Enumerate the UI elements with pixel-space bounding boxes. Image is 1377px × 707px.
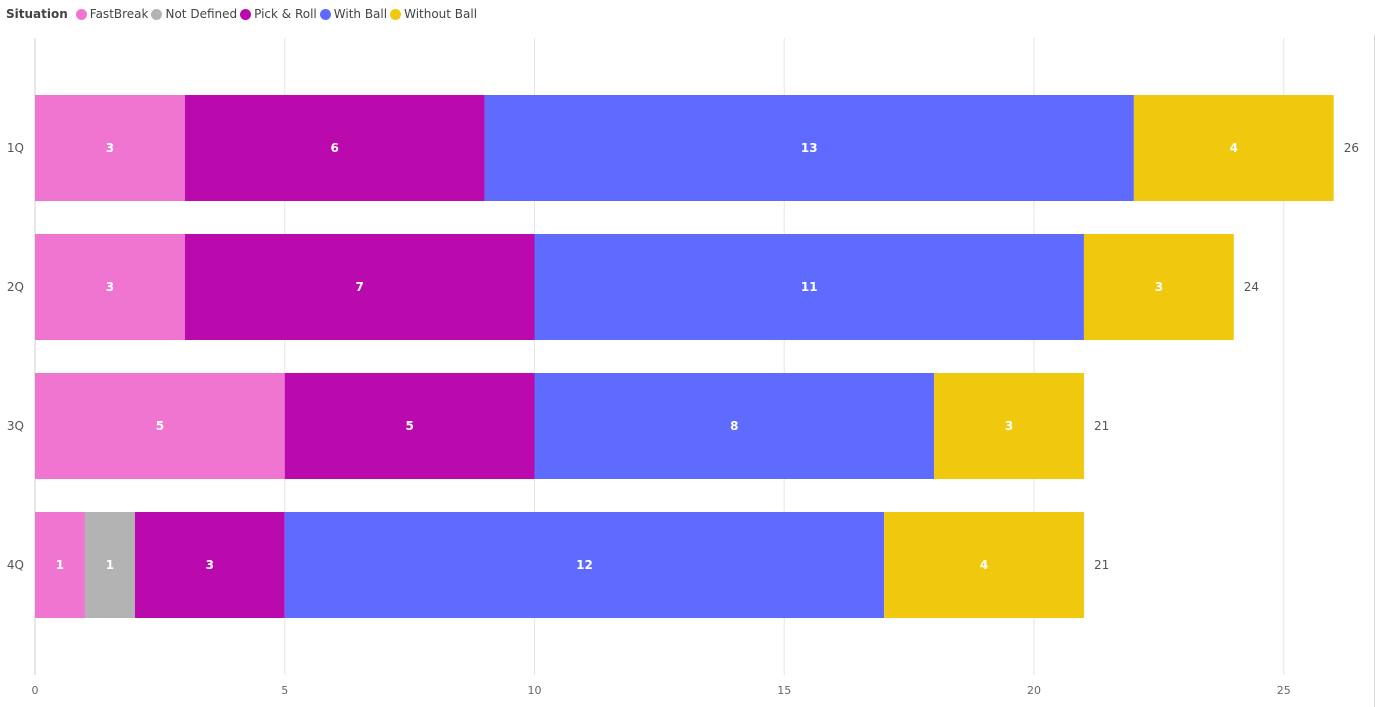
bar-segment bbox=[484, 95, 1134, 201]
legend-dot-pick-and-roll bbox=[240, 8, 252, 20]
legend-dot-not-defined bbox=[151, 8, 163, 20]
bar-segment bbox=[35, 95, 185, 201]
total-label: 26 bbox=[1344, 141, 1359, 155]
bar-segment bbox=[1133, 95, 1334, 201]
bar-segment bbox=[35, 234, 185, 340]
legend-dot-fastbreak bbox=[75, 8, 87, 20]
category-label: 1Q bbox=[7, 141, 24, 155]
data-label: 5 bbox=[405, 419, 413, 433]
data-label: 13 bbox=[801, 141, 818, 155]
data-label: 8 bbox=[730, 419, 738, 433]
data-label: 4 bbox=[1230, 141, 1238, 155]
data-label: 11 bbox=[801, 280, 818, 294]
legend-item-with-ball[interactable]: With Ball bbox=[319, 7, 388, 21]
bar-segment bbox=[284, 373, 535, 479]
bar-segment bbox=[134, 512, 285, 618]
x-tick-label: 10 bbox=[528, 684, 542, 697]
bar-segment bbox=[534, 234, 1084, 340]
bar-segment bbox=[184, 95, 485, 201]
legend-label-pick-and-roll: Pick & Roll bbox=[254, 7, 317, 21]
bars bbox=[35, 95, 1334, 618]
data-label: 5 bbox=[156, 419, 164, 433]
bar-segment bbox=[84, 512, 135, 618]
x-tick-label: 5 bbox=[281, 684, 288, 697]
total-label: 24 bbox=[1244, 280, 1259, 294]
data-label: 3 bbox=[1005, 419, 1013, 433]
plot-right-border bbox=[1374, 35, 1375, 707]
data-label: 7 bbox=[355, 280, 363, 294]
legend-label-fastbreak: FastBreak bbox=[89, 7, 149, 21]
x-tick-label: 20 bbox=[1027, 684, 1041, 697]
legend-item-fastbreak[interactable]: FastBreak bbox=[75, 7, 149, 21]
category-label: 2Q bbox=[7, 280, 24, 294]
bar-segment bbox=[184, 234, 535, 340]
legend-dot-with-ball bbox=[319, 8, 331, 20]
category-label: 4Q bbox=[7, 558, 24, 572]
x-tick-label: 0 bbox=[32, 684, 39, 697]
legend-title: Situation bbox=[6, 7, 68, 21]
bar-segment bbox=[934, 373, 1084, 479]
legend-dot-without-ball bbox=[390, 8, 402, 20]
data-label: 3 bbox=[106, 280, 114, 294]
data-label: 6 bbox=[331, 141, 339, 155]
data-label: 4 bbox=[980, 558, 988, 572]
legend-label-without-ball: Without Ball bbox=[404, 7, 478, 21]
total-label: 21 bbox=[1094, 419, 1109, 433]
data-label: 3 bbox=[1155, 280, 1163, 294]
legend-item-pick-and-roll[interactable]: Pick & Roll bbox=[240, 7, 317, 21]
legend-item-without-ball[interactable]: Without Ball bbox=[390, 7, 477, 21]
legend: Situation FastBreak Not Defined Pick & R… bbox=[6, 5, 480, 23]
bar-segment bbox=[1083, 234, 1234, 340]
data-label: 3 bbox=[106, 141, 114, 155]
bar-segment bbox=[534, 373, 935, 479]
data-label: 3 bbox=[206, 558, 214, 572]
bar-segment bbox=[35, 373, 285, 479]
total-label: 21 bbox=[1094, 558, 1109, 572]
category-label: 3Q bbox=[7, 419, 24, 433]
x-tick-label: 15 bbox=[777, 684, 791, 697]
legend-item-not-defined[interactable]: Not Defined bbox=[151, 7, 237, 21]
data-labels: 3 6 13 4 263 7 11 3 245 5 8 3 211 1 3 12 4 21 bbox=[56, 141, 1359, 572]
data-label: 1 bbox=[106, 558, 114, 572]
bar-segment bbox=[35, 512, 85, 618]
legend-label-not-defined: Not Defined bbox=[165, 7, 238, 21]
bar-segment bbox=[284, 512, 885, 618]
data-label: 12 bbox=[576, 558, 593, 572]
x-tick-label: 25 bbox=[1277, 684, 1291, 697]
legend-label-with-ball: With Ball bbox=[333, 7, 388, 21]
bar-segment bbox=[884, 512, 1084, 618]
data-label: 1 bbox=[56, 558, 64, 572]
